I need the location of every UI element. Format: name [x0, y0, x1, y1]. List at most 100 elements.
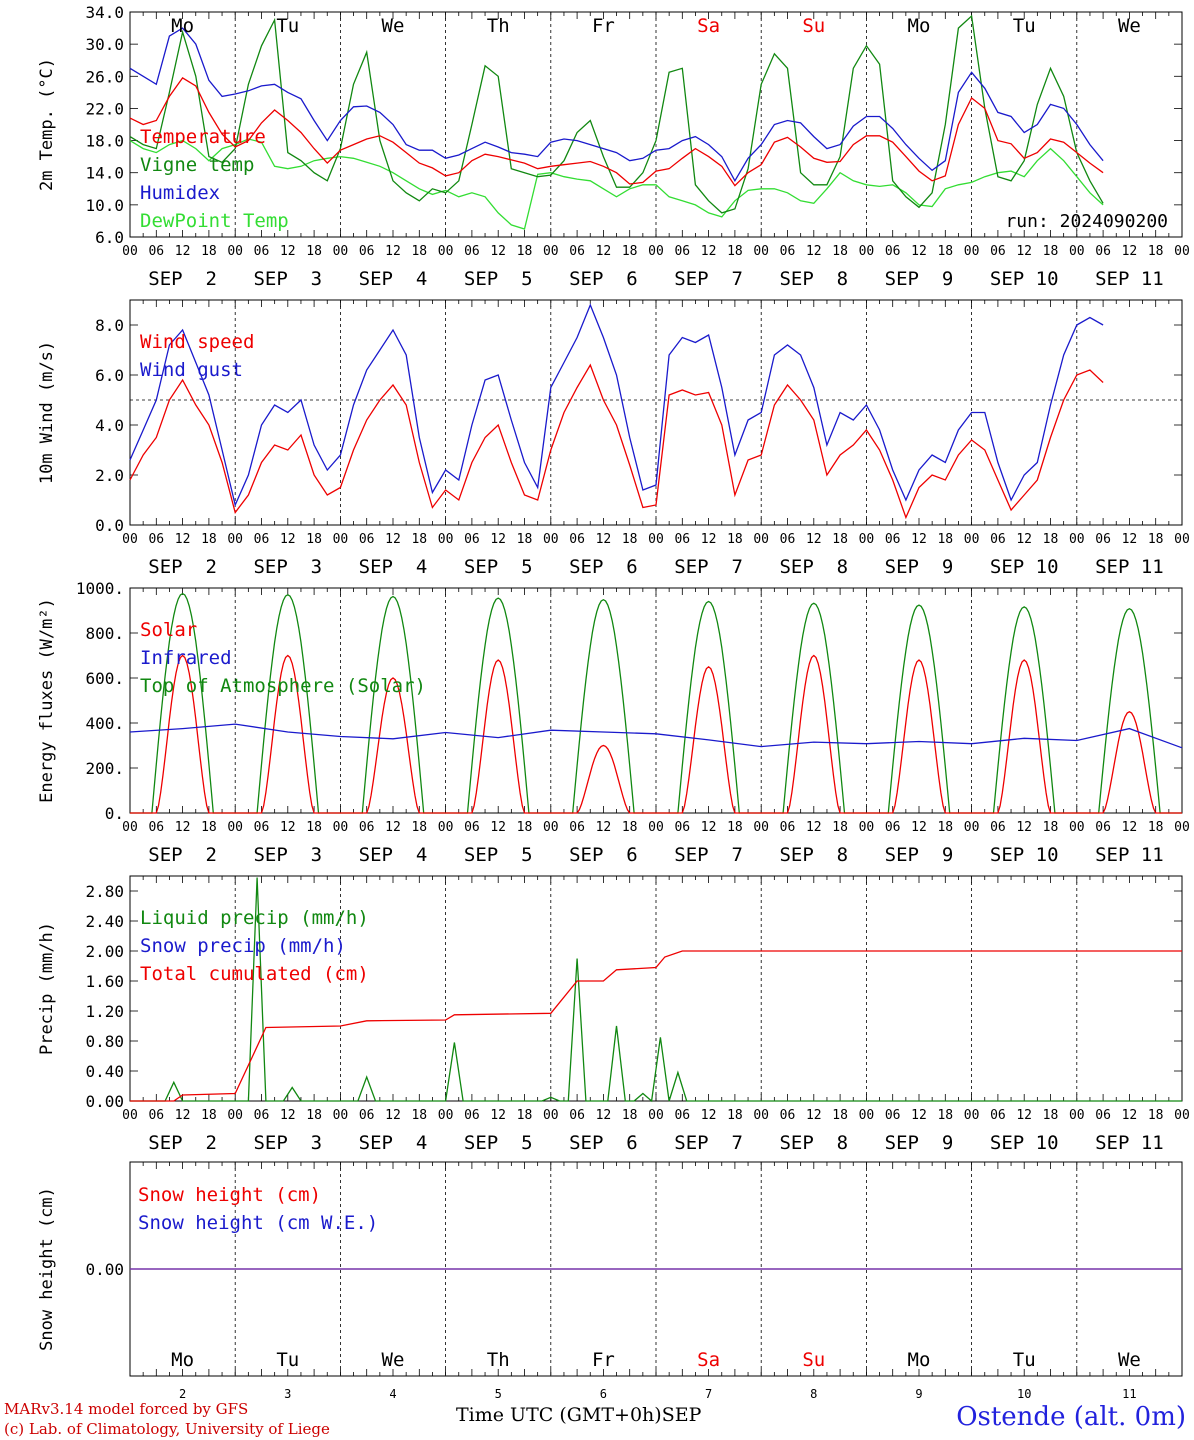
energy-panel-y-tick-label: 600. [85, 669, 124, 688]
precip-panel-y-tick-label: 2.40 [85, 912, 124, 931]
energy-panel-legend-entry: Infrared [140, 647, 232, 669]
temp-panel-y-axis-label: 2m Temp. (°C) [37, 58, 57, 191]
temp-panel-y-tick-label: 10.0 [85, 196, 124, 215]
wind-panel-hour-label: 12 [911, 532, 927, 547]
temp-series-blue [129, 27, 1104, 183]
precip-panel-legend-entry: Liquid precip (mm/h) [140, 907, 369, 929]
snow-panel-weekday-label: Mo [908, 1349, 931, 1371]
lab-credit: (c) Lab. of Climatology, University of L… [4, 1420, 330, 1438]
precip-panel-hour-label: 12 [701, 1108, 717, 1123]
infrared-line [129, 723, 1183, 749]
snow-panel-weekday-label: We [1118, 1349, 1141, 1371]
temp-panel-hour-label: 00 [333, 244, 349, 259]
wind-panel-hour-label: 18 [1148, 532, 1164, 547]
temp-panel-hour-label: 12 [280, 244, 296, 259]
temp-panel-hour-label: 00 [543, 244, 559, 259]
temp-panel-hour-label: 12 [1122, 244, 1138, 259]
wind-panel-hour-label: 06 [990, 532, 1006, 547]
temp-panel-hour-label: 06 [990, 244, 1006, 259]
temp-panel-weekday-label: We [382, 15, 405, 37]
precip-panel-hour-label: 00 [964, 1108, 980, 1123]
snow-panel-weekday-label: Th [487, 1349, 510, 1371]
wind-panel-hour-label: 00 [859, 532, 875, 547]
wind-panel-y-tick-label: 0.0 [95, 516, 124, 535]
wind-panel-hour-label: 18 [201, 532, 217, 547]
precip-panel-hour-label: 00 [227, 1108, 243, 1123]
wind-panel-hour-label: 00 [543, 532, 559, 547]
energy-panel-hour-label: 18 [306, 820, 322, 835]
temp-panel-hour-label: 12 [385, 244, 401, 259]
energy-panel-date-label: SEP 8 [779, 844, 848, 866]
temp-panel-y-tick-label: 18.0 [85, 132, 124, 151]
wind-panel-hour-label: 12 [596, 532, 612, 547]
precip-panel-y-tick-label: 0.80 [85, 1032, 124, 1051]
energy-panel-date-label: SEP 6 [569, 844, 638, 866]
energy-panel-date-label: SEP 2 [148, 844, 217, 866]
wind-panel-hour-label: 12 [1122, 532, 1138, 547]
energy-panel-hour-label: 18 [727, 820, 743, 835]
temp-panel-y-tick-label: 26.0 [85, 67, 124, 86]
wind-panel-hour-label: 00 [648, 532, 664, 547]
temp-panel-hour-label: 00 [1069, 244, 1085, 259]
wind-panel-date-label: SEP 11 [1095, 556, 1164, 578]
x-axis-title: Time UTC (GMT+0h)SEP [456, 1404, 701, 1426]
x-axis-title-text: Time UTC (GMT+0h) [456, 1404, 662, 1426]
energy-panel-date-label: SEP 7 [674, 844, 743, 866]
temp-panel-hour-label: 00 [753, 244, 769, 259]
energy-panel-hour-label: 18 [1043, 820, 1059, 835]
precip-panel-hour-label: 18 [411, 1108, 427, 1123]
wind-panel-hour-label: 12 [280, 532, 296, 547]
precip-panel-hour-label: 00 [122, 1108, 138, 1123]
energy-panel-hour-label: 00 [438, 820, 454, 835]
precip-panel-hour-label: 12 [596, 1108, 612, 1123]
wind-speed-line [129, 363, 1104, 520]
temp-panel-weekday-label: Tu [1013, 15, 1036, 37]
wind-panel-hour-label: 18 [411, 532, 427, 547]
temp-panel-y-tick-label: 22.0 [85, 99, 124, 118]
temp-panel-date-label: SEP 3 [253, 268, 322, 290]
temp-panel-legend-entry: Temperature [140, 126, 266, 148]
snow-panel-day-number: 9 [915, 1387, 922, 1401]
energy-panel-y-tick-label: 200. [85, 759, 124, 778]
precip-panel-hour-label: 00 [543, 1108, 559, 1123]
energy-panel-hour-label: 06 [569, 820, 585, 835]
energy-panel-hour-label: 18 [1148, 820, 1164, 835]
energy-panel-hour-label: 06 [674, 820, 690, 835]
temp-panel-date-label: SEP 2 [148, 268, 217, 290]
temp-panel-weekday-label: Sa [697, 15, 720, 37]
temp-panel-hour-label: 18 [517, 244, 533, 259]
energy-panel-hour-label: 06 [990, 820, 1006, 835]
precip-panel-date-label: SEP 4 [359, 1132, 428, 1154]
temp-panel-y-tick-label: 34.0 [85, 3, 124, 22]
wind-panel-hour-label: 18 [306, 532, 322, 547]
temp-panel-hour-label: 18 [306, 244, 322, 259]
temp-panel-legend-entry: Humidex [140, 182, 220, 204]
wind-panel-date-label: SEP 3 [253, 556, 322, 578]
run-label: run: 2024090200 [1005, 211, 1168, 232]
temp-panel-hour-label: 00 [122, 244, 138, 259]
energy-panel-date-label: SEP 9 [885, 844, 954, 866]
temp-panel-weekday-label: Fr [592, 15, 615, 37]
temp-panel-hour-label: 18 [1043, 244, 1059, 259]
wind-panel-hour-label: 00 [333, 532, 349, 547]
energy-panel-legend-entry: Solar [140, 619, 197, 641]
temp-panel-hour-label: 06 [674, 244, 690, 259]
precip-panel-hour-label: 12 [806, 1108, 822, 1123]
wind-panel-hour-label: 06 [569, 532, 585, 547]
snow-panel-weekday-label: Su [802, 1349, 825, 1371]
wind-panel-y-tick-label: 2.0 [95, 466, 124, 485]
x-axis-month: SEP [661, 1404, 702, 1426]
energy-panel-hour-label: 12 [490, 820, 506, 835]
temp-panel-hour-label: 06 [464, 244, 480, 259]
temp-panel-hour-label: 18 [411, 244, 427, 259]
precip-panel-hour-label: 12 [1016, 1108, 1032, 1123]
energy-panel-hour-label: 00 [648, 820, 664, 835]
energy-panel-hour-label: 00 [1174, 820, 1190, 835]
energy-panel-hour-label: 18 [937, 820, 953, 835]
precip-panel-hour-label: 18 [201, 1108, 217, 1123]
temp-panel-weekday-label: Mo [908, 15, 931, 37]
temp-panel-y-tick-label: 14.0 [85, 164, 124, 183]
wind-panel-date-label: SEP 9 [885, 556, 954, 578]
temp-panel-frame [129, 11, 1183, 238]
precip-panel-hour-label: 00 [859, 1108, 875, 1123]
